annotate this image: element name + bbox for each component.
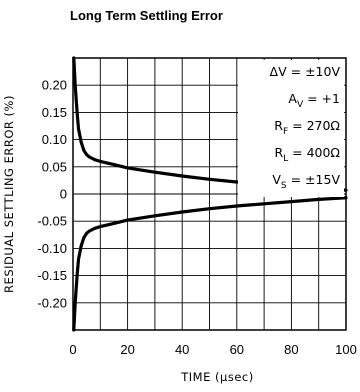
series-line-negative	[72, 196, 348, 332]
y-tick-label: -0.05	[37, 214, 67, 229]
x-tick-label: 20	[120, 342, 134, 357]
annotation-line: RL = 400Ω	[274, 145, 340, 164]
chart-title: Long Term Settling Error	[70, 8, 223, 23]
x-tick-label: 60	[230, 342, 244, 357]
y-tick-label: 0.15	[42, 105, 67, 120]
x-tick-label: 0	[69, 342, 76, 357]
y-tick-label: 0.05	[42, 159, 67, 174]
annotation-line: VS = ±15V	[272, 172, 340, 191]
y-axis-label: RESIDUAL SETTLING ERROR (%)	[2, 95, 16, 293]
x-tick-label: 80	[284, 342, 298, 357]
x-tick-label: 40	[175, 342, 189, 357]
annotation-background	[238, 60, 344, 197]
annotation-line: RF = 270Ω	[274, 118, 340, 137]
annotation-line: ΔV = ±10V	[270, 64, 341, 79]
annotation-box: ΔV = ±10V AV = +1 RF = 270Ω RL = 400Ω VS = ±…	[238, 60, 344, 197]
x-tick-labels: 0 20 40 60 80 100	[69, 342, 356, 357]
plot-frame	[72, 57, 347, 331]
x-axis-label: TIME (μsec)	[180, 370, 253, 384]
x-tick-label: 100	[335, 342, 357, 357]
y-tick-label: -0.10	[37, 241, 67, 256]
y-tick-label: 0.10	[42, 132, 67, 147]
y-tick-label: 0.20	[42, 78, 67, 93]
y-tick-label: 0	[60, 187, 67, 202]
y-tick-label: -0.20	[37, 295, 67, 310]
y-tick-label: -0.15	[37, 268, 67, 283]
annotation-line: AV = +1	[288, 91, 340, 110]
y-tick-labels: 0.20 0.15 0.10 0.05 0 -0.05 -0.10 -0.15 -0.20	[37, 78, 67, 311]
